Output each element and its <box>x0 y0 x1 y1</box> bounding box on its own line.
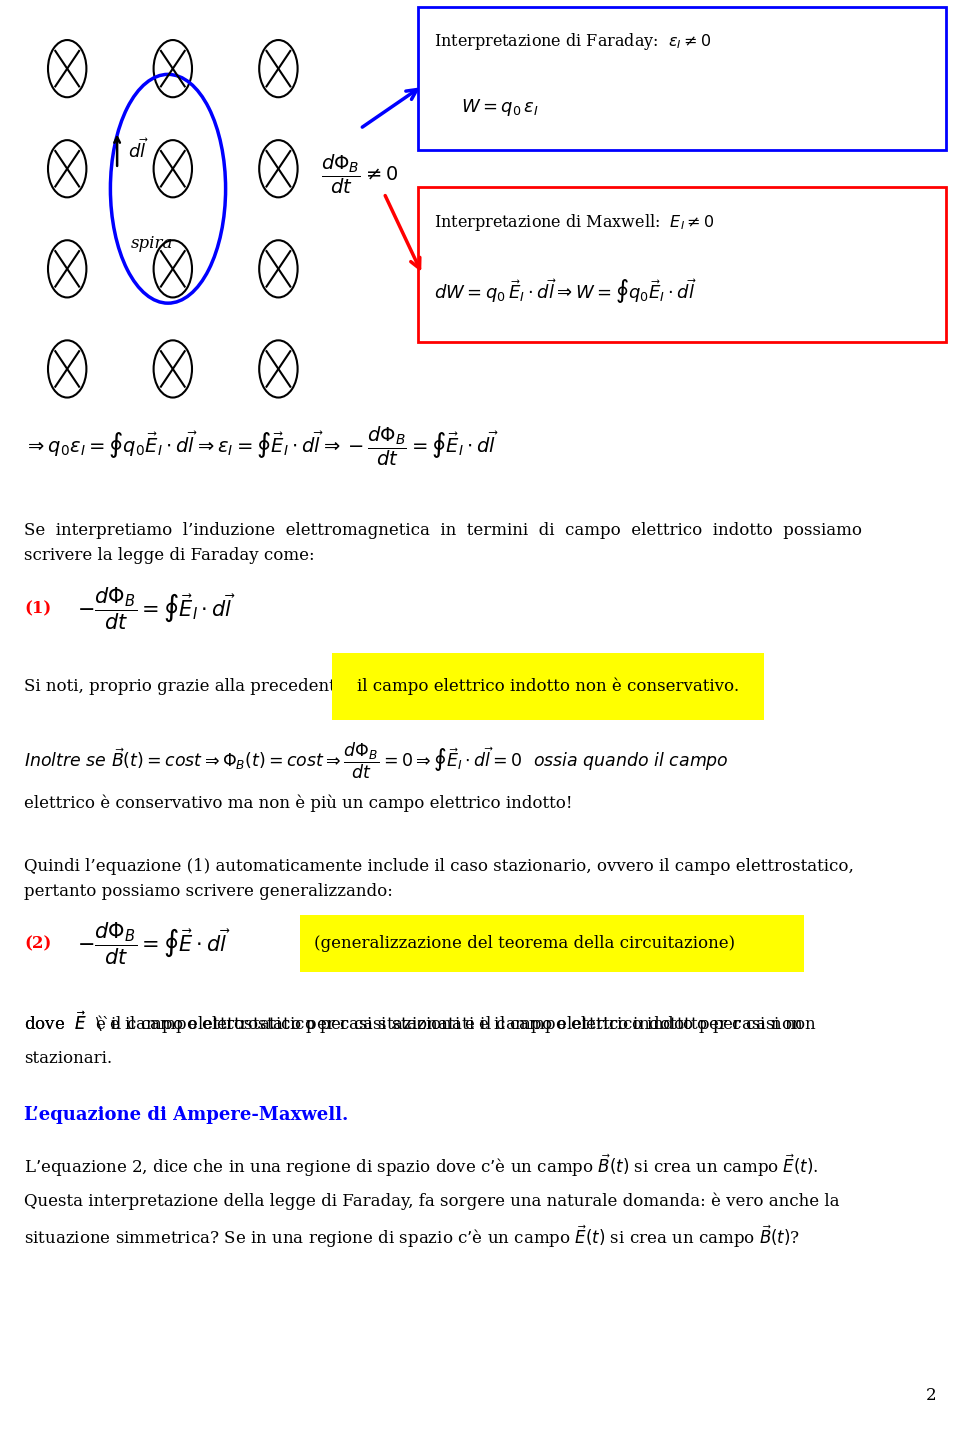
Text: Questa interpretazione della legge di Faraday, fa sorgere una naturale domanda: : Questa interpretazione della legge di Fa… <box>24 1193 839 1210</box>
Text: $\Rightarrow q_0\varepsilon_I = \oint q_0\vec{E}_I \cdot d\vec{l}$$\Rightarrow \: $\Rightarrow q_0\varepsilon_I = \oint q_… <box>24 425 499 468</box>
Text: (2): (2) <box>24 935 52 952</box>
Text: (generalizzazione del teorema della circuitazione): (generalizzazione del teorema della circ… <box>314 935 735 952</box>
Text: Si noti, proprio grazie alla precedente relazione, che: Si noti, proprio grazie alla precedente … <box>24 678 474 695</box>
Text: $d\vec{l}$: $d\vec{l}$ <box>128 139 149 162</box>
Text: Interpretazione di Faraday:  $\varepsilon_I \neq 0$: Interpretazione di Faraday: $\varepsilon… <box>434 31 711 53</box>
FancyBboxPatch shape <box>418 187 946 342</box>
Text: elettrico è conservativo ma non è più un campo elettrico indotto!: elettrico è conservativo ma non è più un… <box>24 795 572 812</box>
Text: $-\dfrac{d\Phi_B}{dt} = \oint \vec{E}_I \cdot d\vec{l}$: $-\dfrac{d\Phi_B}{dt} = \oint \vec{E}_I … <box>77 586 235 632</box>
Text: situazione simmetrica? Se in una regione di spazio c’è un campo $\vec{E}(t)$ si : situazione simmetrica? Se in una regione… <box>24 1224 801 1250</box>
Text: L’equazione 2, dice che in una regione di spazio dove c’è un campo $\vec{B}(t)$ : L’equazione 2, dice che in una regione d… <box>24 1153 819 1178</box>
FancyBboxPatch shape <box>418 7 946 150</box>
Text: il campo elettrico indotto non è conservativo.: il campo elettrico indotto non è conserv… <box>357 678 739 695</box>
Text: Se  interpretiamo  l’induzione  elettromagnetica  in  termini  di  campo  elettr: Se interpretiamo l’induzione elettromagn… <box>24 522 862 563</box>
Text: $\dfrac{d\Phi_B}{dt}\neq 0$: $\dfrac{d\Phi_B}{dt}\neq 0$ <box>322 153 398 196</box>
Text: dove  $\vec{E}$  \`e il campo elettrostatico per casi stazionati e il campo elet: dove $\vec{E}$ \`e il campo elettrostati… <box>24 1010 817 1035</box>
Text: Inoltre se $\vec{B}(t) = cost \Rightarrow \Phi_B(t) = cost \Rightarrow\dfrac{d\P: Inoltre se $\vec{B}(t) = cost \Rightarro… <box>24 741 729 781</box>
Text: spira: spira <box>131 235 173 252</box>
Text: 2: 2 <box>925 1387 936 1404</box>
Text: L’equazione di Ampere-Maxwell.: L’equazione di Ampere-Maxwell. <box>24 1107 348 1124</box>
Text: dove  $\vec{E}$  è il campo elettrostatico per casi stazionati e il campo elettr: dove $\vec{E}$ è il campo elettrostatico… <box>24 1010 804 1035</box>
Text: stazionari.: stazionari. <box>24 1050 112 1067</box>
Text: $-\dfrac{d\Phi_B}{dt} = \oint \vec{E} \cdot d\vec{l}$: $-\dfrac{d\Phi_B}{dt} = \oint \vec{E} \c… <box>77 921 230 967</box>
Text: (1): (1) <box>24 601 51 618</box>
Text: Interpretazione di Maxwell:  $E_I \neq 0$: Interpretazione di Maxwell: $E_I \neq 0$ <box>434 212 714 233</box>
Text: $dW = q_0\,\vec{E}_I \cdot d\vec{l} \Rightarrow W = \oint q_0\vec{E}_I \cdot d\v: $dW = q_0\,\vec{E}_I \cdot d\vec{l} \Rig… <box>434 277 697 306</box>
Text: $W = q_0\,\varepsilon_I$: $W = q_0\,\varepsilon_I$ <box>461 97 539 117</box>
FancyBboxPatch shape <box>300 915 804 972</box>
Text: Quindi l’equazione (1) automaticamente include il caso stazionario, ovvero il ca: Quindi l’equazione (1) automaticamente i… <box>24 858 853 899</box>
